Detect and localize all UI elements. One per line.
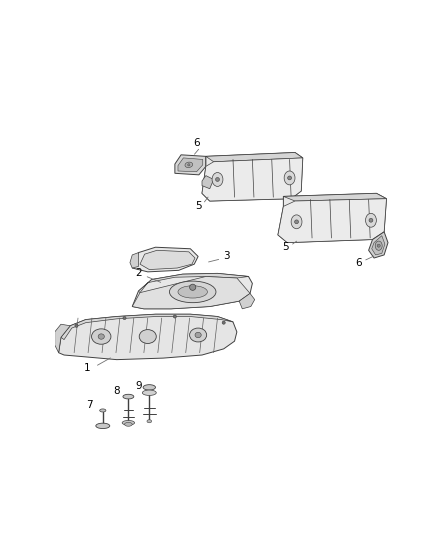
Polygon shape [178,158,203,172]
Text: 6: 6 [355,257,362,268]
Ellipse shape [366,213,376,227]
Ellipse shape [295,220,298,224]
Text: 2: 2 [135,269,142,278]
Ellipse shape [187,164,190,166]
Ellipse shape [291,215,302,229]
Text: 1: 1 [84,363,91,373]
Ellipse shape [212,173,223,187]
Polygon shape [202,152,303,201]
Text: 7: 7 [86,400,93,410]
Text: 5: 5 [283,242,289,252]
Ellipse shape [124,422,132,426]
Polygon shape [132,247,198,272]
Text: 6: 6 [193,138,200,148]
Ellipse shape [195,332,201,338]
Ellipse shape [123,394,134,399]
Ellipse shape [123,317,126,320]
Polygon shape [140,251,195,270]
Polygon shape [202,158,303,201]
Ellipse shape [375,241,382,251]
Polygon shape [55,324,70,353]
Ellipse shape [222,321,225,324]
Text: 3: 3 [223,252,230,262]
Polygon shape [239,294,255,309]
Polygon shape [206,152,303,161]
Polygon shape [59,314,237,360]
Polygon shape [61,314,233,340]
Text: 8: 8 [113,386,120,396]
Polygon shape [278,193,386,243]
Polygon shape [369,232,388,258]
Polygon shape [175,155,206,175]
Text: 5: 5 [196,201,202,212]
Ellipse shape [369,219,373,222]
Ellipse shape [185,162,193,167]
Text: 9: 9 [135,381,142,391]
Ellipse shape [284,171,295,185]
Polygon shape [283,193,386,201]
Ellipse shape [142,390,156,395]
Ellipse shape [173,315,177,318]
Polygon shape [130,253,138,268]
Ellipse shape [215,177,219,181]
Polygon shape [372,236,385,255]
Polygon shape [132,277,250,309]
Ellipse shape [143,385,155,390]
Ellipse shape [178,286,208,298]
Ellipse shape [190,328,207,342]
Ellipse shape [96,423,110,429]
Ellipse shape [170,281,216,303]
Ellipse shape [122,421,134,425]
Ellipse shape [377,244,380,247]
Ellipse shape [147,419,152,423]
Polygon shape [138,273,248,293]
Ellipse shape [100,409,106,412]
Polygon shape [202,175,214,189]
Polygon shape [132,273,252,309]
Ellipse shape [92,329,111,344]
Polygon shape [278,199,386,243]
Ellipse shape [75,324,78,327]
Ellipse shape [139,329,156,343]
Ellipse shape [98,334,104,339]
Ellipse shape [190,284,196,290]
Ellipse shape [288,176,292,180]
